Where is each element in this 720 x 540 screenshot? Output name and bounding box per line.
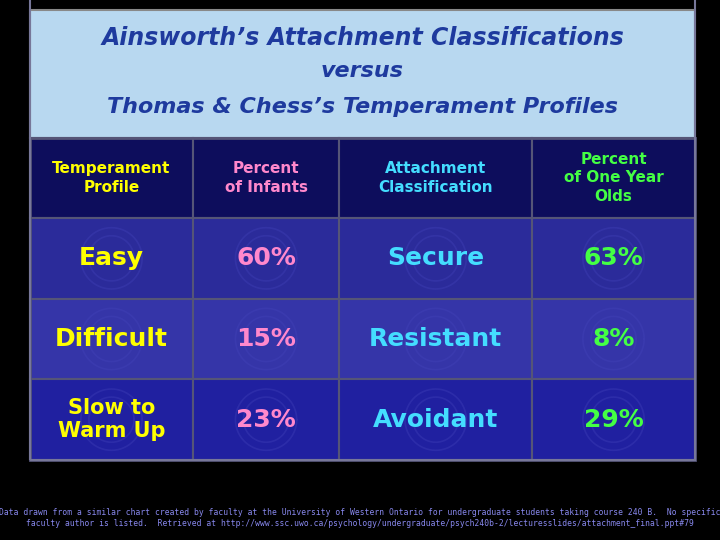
FancyBboxPatch shape <box>339 218 532 299</box>
FancyBboxPatch shape <box>339 379 532 460</box>
FancyBboxPatch shape <box>193 299 339 379</box>
FancyBboxPatch shape <box>30 218 193 299</box>
Text: 63%: 63% <box>584 246 644 271</box>
Text: Difficult: Difficult <box>55 327 168 351</box>
Text: Data drawn from a similar chart created by faculty at the University of Western : Data drawn from a similar chart created … <box>0 508 720 529</box>
FancyBboxPatch shape <box>30 10 695 138</box>
FancyBboxPatch shape <box>532 138 695 218</box>
Text: 60%: 60% <box>236 246 296 271</box>
FancyBboxPatch shape <box>30 138 193 218</box>
FancyBboxPatch shape <box>339 299 532 379</box>
Text: Percent
of Infants: Percent of Infants <box>225 161 307 195</box>
FancyBboxPatch shape <box>193 218 339 299</box>
Text: Resistant: Resistant <box>369 327 503 351</box>
Text: Easy: Easy <box>79 246 144 271</box>
Text: Ainsworth’s Attachment Classifications: Ainsworth’s Attachment Classifications <box>101 26 624 50</box>
Text: Thomas & Chess’s Temperament Profiles: Thomas & Chess’s Temperament Profiles <box>107 97 618 117</box>
FancyBboxPatch shape <box>30 379 193 460</box>
Text: 15%: 15% <box>236 327 296 351</box>
Text: 23%: 23% <box>236 408 296 431</box>
Text: Secure: Secure <box>387 246 485 271</box>
FancyBboxPatch shape <box>193 379 339 460</box>
FancyBboxPatch shape <box>30 299 193 379</box>
Text: Slow to
Warm Up: Slow to Warm Up <box>58 398 165 441</box>
Text: 8%: 8% <box>593 327 635 351</box>
Text: Attachment
Classification: Attachment Classification <box>378 161 493 195</box>
FancyBboxPatch shape <box>532 379 695 460</box>
FancyBboxPatch shape <box>193 138 339 218</box>
Text: Temperament
Profile: Temperament Profile <box>53 161 171 195</box>
Text: Percent
of One Year
Olds: Percent of One Year Olds <box>564 152 663 204</box>
FancyBboxPatch shape <box>532 218 695 299</box>
FancyBboxPatch shape <box>532 299 695 379</box>
Text: 29%: 29% <box>584 408 644 431</box>
Text: Avoidant: Avoidant <box>373 408 498 431</box>
FancyBboxPatch shape <box>339 138 532 218</box>
Text: versus: versus <box>321 62 404 82</box>
